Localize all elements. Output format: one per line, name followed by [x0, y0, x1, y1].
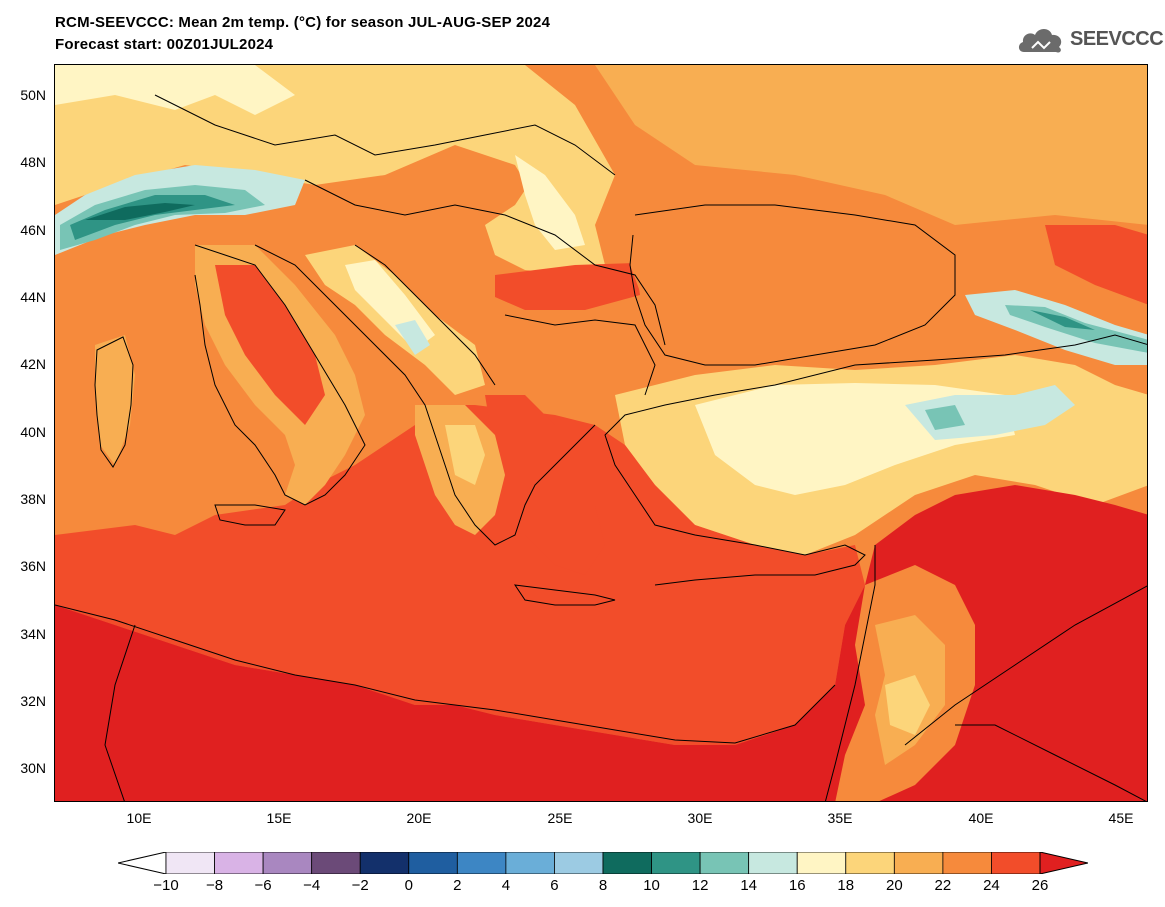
colorbar-tick-label: 2	[453, 877, 462, 894]
colorbar-swatch	[893, 851, 944, 875]
colorbar-swatch	[359, 851, 410, 875]
lat-tick-label: 34N	[20, 626, 46, 642]
lon-tick-label: 10E	[126, 810, 152, 826]
colorbar-swatch	[796, 851, 847, 875]
lon-tick-label: 30E	[687, 810, 713, 826]
lon-tick-label: 40E	[968, 810, 994, 826]
colorbar-swatch	[602, 851, 652, 875]
lat-tick-label: 48N	[20, 154, 46, 170]
colorbar-swatch	[408, 851, 458, 875]
colorbar-tick-label: −6	[254, 877, 272, 894]
colorbar-swatch	[262, 851, 313, 875]
colorbar-swatch	[165, 851, 215, 875]
colorbar-swatch	[651, 851, 701, 875]
temperature-map	[54, 64, 1148, 802]
seevccc-logo: SEEVCCC	[1016, 22, 1164, 58]
colorbar-tick-label: 14	[740, 877, 757, 894]
colorbar-svg	[117, 851, 1089, 875]
map-canvas	[55, 65, 1147, 801]
map-title: RCM-SEEVCCC: Mean 2m temp. (°C) for seas…	[55, 14, 551, 31]
colorbar-tick-label: 12	[691, 877, 709, 894]
lon-tick-label: 15E	[266, 810, 292, 826]
logo-text: SEEVCCC	[1070, 28, 1164, 50]
lon-tick-label: 45E	[1108, 810, 1134, 826]
colorbar-tick-label: 10	[643, 877, 660, 894]
forecast-start-label: Forecast start: 00Z01JUL2024	[55, 36, 274, 53]
colorbar-swatch	[554, 851, 604, 875]
lat-tick-label: 40N	[20, 424, 46, 440]
colorbar-tick-label: 6	[550, 877, 559, 894]
colorbar-tick-label: 4	[501, 877, 511, 894]
lat-tick-label: 32N	[20, 693, 46, 709]
colorbar-swatch	[699, 851, 750, 875]
colorbar-swatch	[748, 851, 798, 875]
colorbar-tick-label: −2	[351, 877, 369, 894]
colorbar-tick-label: −4	[303, 877, 321, 894]
colorbar-tick-label: 18	[837, 877, 855, 894]
colorbar-tick-label: 26	[1031, 877, 1049, 894]
lat-tick-label: 50N	[20, 87, 46, 103]
lon-tick-label: 35E	[827, 810, 853, 826]
lat-tick-label: 46N	[20, 222, 46, 238]
colorbar-tick-label: 22	[934, 877, 952, 894]
colorbar-swatch	[845, 851, 895, 875]
colorbar-tick-label: −8	[205, 877, 224, 894]
colorbar-swatch	[991, 851, 1041, 875]
colorbar-swatch	[214, 851, 264, 875]
cloud-icon	[1018, 29, 1062, 53]
lat-tick-label: 36N	[20, 558, 46, 574]
lat-tick-label: 44N	[20, 289, 46, 305]
lon-tick-label: 20E	[406, 810, 432, 826]
colorbar-tick-label: 0	[404, 877, 413, 894]
colorbar-tick-label: 8	[598, 877, 608, 894]
colorbar-tick-label: 16	[788, 877, 806, 894]
colorbar-swatch	[505, 851, 555, 875]
colorbar-swatch	[942, 851, 992, 875]
colorbar-tick-label: 24	[983, 877, 1000, 894]
colorbar	[117, 851, 1089, 875]
colorbar-tick-label: 20	[885, 877, 903, 894]
colorbar-over-triangle	[1039, 851, 1089, 875]
lat-tick-label: 30N	[20, 760, 46, 776]
colorbar-swatch	[456, 851, 507, 875]
lat-tick-label: 38N	[20, 491, 46, 507]
lon-tick-label: 25E	[547, 810, 573, 826]
colorbar-under-triangle	[117, 851, 167, 875]
colorbar-tick-label: −10	[153, 877, 179, 894]
lat-tick-label: 42N	[20, 356, 46, 372]
colorbar-swatch	[311, 851, 361, 875]
